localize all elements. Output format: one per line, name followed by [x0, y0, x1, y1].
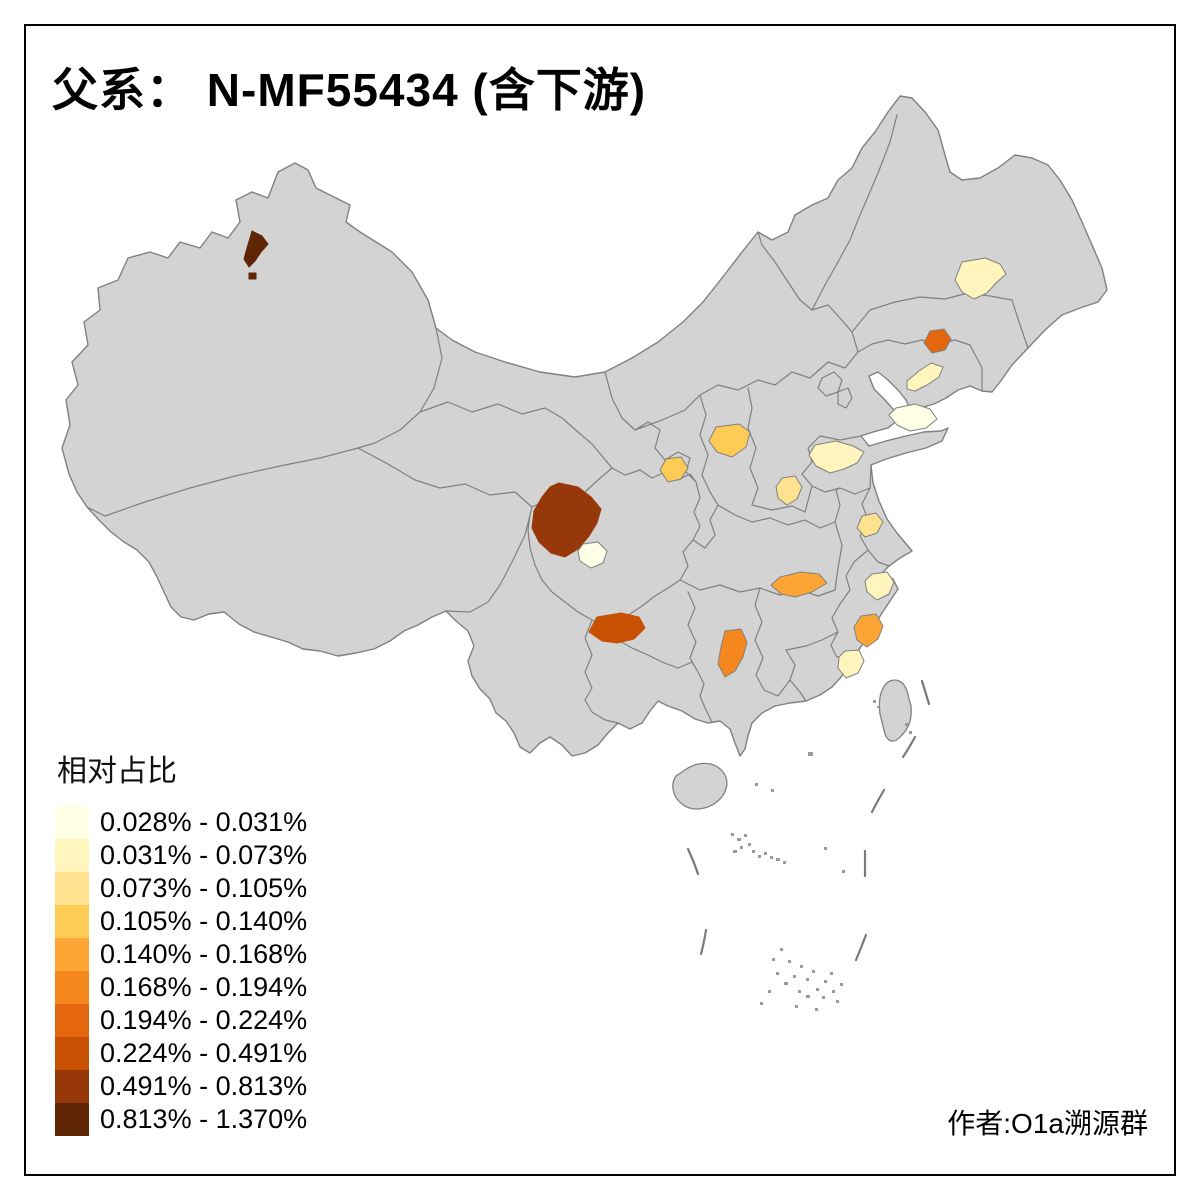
- legend-entries: 0.028% - 0.031% 0.031% - 0.073% 0.073% -…: [55, 806, 307, 1136]
- province-borders: [86, 114, 1029, 724]
- legend-title: 相对占比: [57, 755, 177, 788]
- legend-label: 0.224% - 0.491%: [100, 1038, 308, 1068]
- legend: 相对占比 0.028% - 0.031% 0.031% - 0.073% 0.0…: [55, 746, 307, 1136]
- legend-swatch: [55, 1037, 89, 1070]
- region-west-guizhou: [588, 612, 646, 644]
- region-west-shandong: [808, 440, 865, 474]
- hainan-island: [672, 762, 728, 810]
- legend-label: 0.491% - 0.813%: [100, 1071, 308, 1101]
- region-west-sichuan: [531, 482, 602, 558]
- legend-swatch: [55, 1103, 89, 1136]
- legend-swatch: [55, 806, 89, 839]
- south-china-sea-islets: [731, 700, 912, 1011]
- legend-label: 0.168% - 0.194%: [100, 972, 308, 1002]
- nine-dash-line-segments: [686, 679, 931, 962]
- legend-row: 0.194% - 0.224%: [55, 1004, 307, 1037]
- legend-swatch: [55, 839, 89, 872]
- legend-row: 0.073% - 0.105%: [55, 872, 307, 905]
- region-central-zhejiang: [864, 571, 895, 601]
- region-central-hunan: [717, 628, 748, 678]
- legend-row: 0.140% - 0.168%: [55, 938, 307, 971]
- mainland-china-shape: [61, 95, 1108, 757]
- page-title: 父系： N-MF55434 (含下游): [52, 64, 647, 116]
- region-central-jilin: [954, 257, 1007, 300]
- legend-label: 0.105% - 0.140%: [100, 906, 308, 936]
- highlighted-regions: [243, 230, 1007, 679]
- legend-label: 0.028% - 0.031%: [100, 807, 308, 837]
- region-south-shanxi: [708, 423, 751, 458]
- legend-label: 0.194% - 0.224%: [100, 1005, 308, 1035]
- taiwan-island: [878, 679, 912, 742]
- region-shandong-peninsula: [888, 403, 938, 432]
- legend-label: 0.813% - 1.370%: [100, 1104, 308, 1134]
- legend-swatch: [55, 872, 89, 905]
- legend-label: 0.073% - 0.105%: [100, 873, 308, 903]
- region-north-xinjiang: [243, 230, 269, 268]
- region-south-sichuan: [577, 541, 608, 569]
- legend-label: 0.031% - 0.073%: [100, 840, 308, 870]
- legend-row: 0.105% - 0.140%: [55, 905, 307, 938]
- region-south-liaoning: [906, 362, 944, 392]
- legend-swatch: [55, 1004, 89, 1037]
- region-central-henan: [775, 475, 803, 506]
- author-credit: 作者:O1a溯源群: [947, 1108, 1148, 1139]
- legend-row: 0.168% - 0.194%: [55, 971, 307, 1004]
- legend-label: 0.140% - 0.168%: [100, 939, 308, 969]
- region-east-fujian: [837, 649, 865, 679]
- region-south-zhejiang: [853, 613, 884, 648]
- legend-swatch: [55, 1070, 89, 1103]
- legend-row: 0.031% - 0.073%: [55, 839, 307, 872]
- region-north-jiangxi: [770, 571, 828, 598]
- legend-swatch: [55, 905, 89, 938]
- legend-row: 0.813% - 1.370%: [55, 1103, 307, 1136]
- region-north-xinjiang-minor: [248, 272, 257, 280]
- legend-row: 0.491% - 0.813%: [55, 1070, 307, 1103]
- region-east-anhui: [856, 512, 884, 538]
- legend-swatch: [55, 938, 89, 971]
- region-central-liaoning: [923, 328, 952, 354]
- legend-swatch: [55, 971, 89, 1004]
- region-southeast-gansu: [659, 456, 689, 483]
- legend-row: 0.028% - 0.031%: [55, 806, 307, 839]
- legend-row: 0.224% - 0.491%: [55, 1037, 307, 1070]
